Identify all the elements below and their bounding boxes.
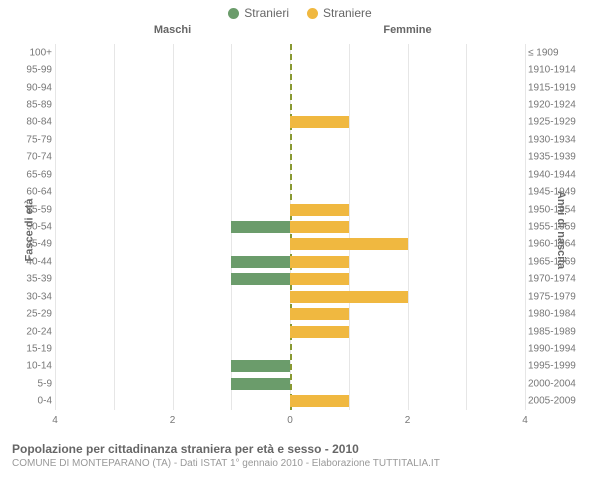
legend: Stranieri Straniere [0, 0, 600, 20]
age-tick-label: 0-4 [12, 396, 52, 407]
age-tick-label: 90-94 [12, 82, 52, 93]
male-swatch-icon [228, 8, 239, 19]
age-tick-label: 75-79 [12, 134, 52, 145]
age-tick-label: 80-84 [12, 117, 52, 128]
bar-female [290, 221, 349, 233]
birth-tick-label: 1945-1949 [528, 187, 588, 198]
birth-tick-label: 1985-1989 [528, 326, 588, 337]
age-tick-label: 100+ [12, 47, 52, 58]
birth-tick-label: 1965-1969 [528, 256, 588, 267]
age-tick-label: 65-69 [12, 169, 52, 180]
gridline [525, 44, 526, 410]
bar-male [231, 378, 290, 390]
age-tick-label: 85-89 [12, 100, 52, 111]
age-tick-label: 15-19 [12, 344, 52, 355]
age-tick-label: 20-24 [12, 326, 52, 337]
age-tick-label: 60-64 [12, 187, 52, 198]
gridline [466, 44, 467, 410]
age-tick-label: 45-49 [12, 239, 52, 250]
age-tick-label: 5-9 [12, 378, 52, 389]
legend-female-label: Straniere [323, 6, 372, 20]
birth-tick-label: 2005-2009 [528, 396, 588, 407]
bar-female [290, 116, 349, 128]
x-tick-label: 2 [405, 415, 411, 426]
gridline [408, 44, 409, 410]
age-tick-label: 55-59 [12, 204, 52, 215]
bar-female [290, 291, 408, 303]
age-tick-label: 30-34 [12, 291, 52, 302]
birth-tick-label: 1920-1924 [528, 100, 588, 111]
column-label-male: Maschi [55, 24, 290, 36]
age-tick-label: 40-44 [12, 256, 52, 267]
female-swatch-icon [307, 8, 318, 19]
x-tick-label: 2 [170, 415, 176, 426]
gridline [173, 44, 174, 410]
gridline [55, 44, 56, 410]
age-tick-label: 95-99 [12, 65, 52, 76]
age-tick-label: 35-39 [12, 274, 52, 285]
birth-tick-label: 1950-1954 [528, 204, 588, 215]
gridline [349, 44, 350, 410]
age-tick-label: 25-29 [12, 309, 52, 320]
birth-tick-label: 1995-1999 [528, 361, 588, 372]
x-tick-label: 4 [522, 415, 528, 426]
chart-title: Popolazione per cittadinanza straniera p… [12, 442, 588, 456]
bar-male [231, 360, 290, 372]
birth-tick-label: 1930-1934 [528, 134, 588, 145]
plot-area [55, 44, 525, 410]
age-tick-label: 10-14 [12, 361, 52, 372]
birth-tick-label: 1960-1964 [528, 239, 588, 250]
bar-male [231, 273, 290, 285]
birth-tick-label: 1915-1919 [528, 82, 588, 93]
birth-tick-label: 1925-1929 [528, 117, 588, 128]
age-tick-label: 50-54 [12, 222, 52, 233]
population-pyramid-chart: Maschi Femmine Fasce di età Anni di nasc… [0, 20, 600, 440]
birth-tick-label: 1910-1914 [528, 65, 588, 76]
birth-tick-label: 1955-1959 [528, 222, 588, 233]
legend-item-female: Straniere [307, 6, 372, 20]
birth-tick-label: 1980-1984 [528, 309, 588, 320]
x-tick-label: 0 [287, 415, 293, 426]
chart-footer: Popolazione per cittadinanza straniera p… [0, 442, 600, 473]
gridline [114, 44, 115, 410]
chart-subtitle: COMUNE DI MONTEPARANO (TA) - Dati ISTAT … [12, 458, 588, 469]
legend-item-male: Stranieri [228, 6, 289, 20]
birth-tick-label: 2000-2004 [528, 378, 588, 389]
birth-tick-label: ≤ 1909 [528, 47, 588, 58]
x-tick-label: 4 [52, 415, 58, 426]
birth-tick-label: 1990-1994 [528, 344, 588, 355]
birth-tick-label: 1935-1939 [528, 152, 588, 163]
birth-tick-label: 1970-1974 [528, 274, 588, 285]
column-label-female: Femmine [290, 24, 525, 36]
bar-female [290, 256, 349, 268]
legend-male-label: Stranieri [244, 6, 289, 20]
bar-female [290, 273, 349, 285]
bar-female [290, 204, 349, 216]
birth-tick-label: 1975-1979 [528, 291, 588, 302]
bar-female [290, 308, 349, 320]
bar-female [290, 326, 349, 338]
bar-male [231, 221, 290, 233]
bar-male [231, 256, 290, 268]
bar-female [290, 238, 408, 250]
birth-tick-label: 1940-1944 [528, 169, 588, 180]
age-tick-label: 70-74 [12, 152, 52, 163]
bar-female [290, 395, 349, 407]
